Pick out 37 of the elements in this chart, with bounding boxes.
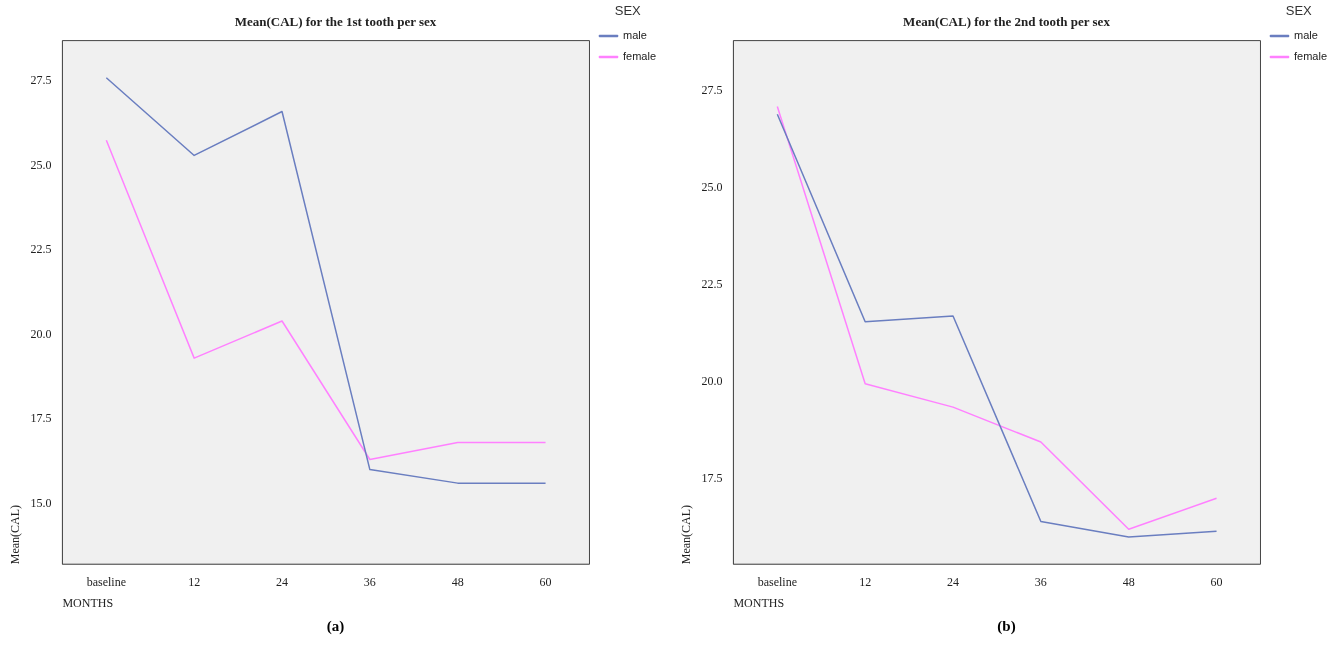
y-tick-label: 22.5 [30,242,52,257]
x-tick-label: 12 [188,574,201,589]
y-tick-label: 20.0 [701,374,723,389]
y-tick-label: 20.0 [30,326,52,341]
x-axis-title: MONTHS [62,595,114,610]
y-tick-label: 17.5 [701,471,723,486]
y-tick-label: 25.0 [30,157,52,172]
x-tick-label: 48 [1122,574,1135,589]
y-tick-label: 25.0 [701,180,723,195]
x-axis-title: MONTHS [733,595,785,610]
x-tick-label: 24 [276,574,289,589]
y-tick-label: 15.0 [30,495,52,510]
x-tick-label: baseline [757,574,797,589]
y-axis-title: Mean(CAL) [679,504,694,565]
x-tick-label: baseline [86,574,126,589]
text: (b) [996,618,1017,635]
x-tick-label: 60 [1210,574,1223,589]
text: (a) [325,618,346,635]
y-tick-label: 27.5 [701,83,723,98]
x-tick-label: 12 [859,574,872,589]
legend-title: SEX [614,3,642,19]
x-tick-label: 48 [451,574,464,589]
y-tick-label: 17.5 [30,411,52,426]
legend-label: female [1293,50,1328,63]
y-axis-title: Mean(CAL) [8,504,23,565]
legend-label: male [1293,29,1318,42]
x-tick-label: 24 [947,574,960,589]
x-tick-label: 36 [1034,574,1047,589]
legend-label: male [622,29,647,42]
y-tick-label: 27.5 [30,73,52,88]
x-tick-label: 36 [363,574,376,589]
x-tick-label: 60 [539,574,552,589]
legend-label: female [622,50,657,63]
chart-title: Mean(CAL) for the 2nd tooth per sex [903,14,1111,30]
chart-title: Mean(CAL) for the 1st tooth per sex [234,14,437,30]
y-tick-label: 22.5 [701,277,723,292]
legend-title: SEX [1285,3,1313,19]
